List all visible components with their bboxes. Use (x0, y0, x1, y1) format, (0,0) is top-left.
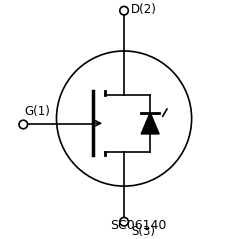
Text: G(1): G(1) (25, 105, 50, 118)
Polygon shape (141, 113, 159, 134)
Text: D(2): D(2) (131, 3, 157, 16)
Text: SC06140: SC06140 (110, 219, 167, 232)
Text: S(3): S(3) (131, 225, 155, 238)
